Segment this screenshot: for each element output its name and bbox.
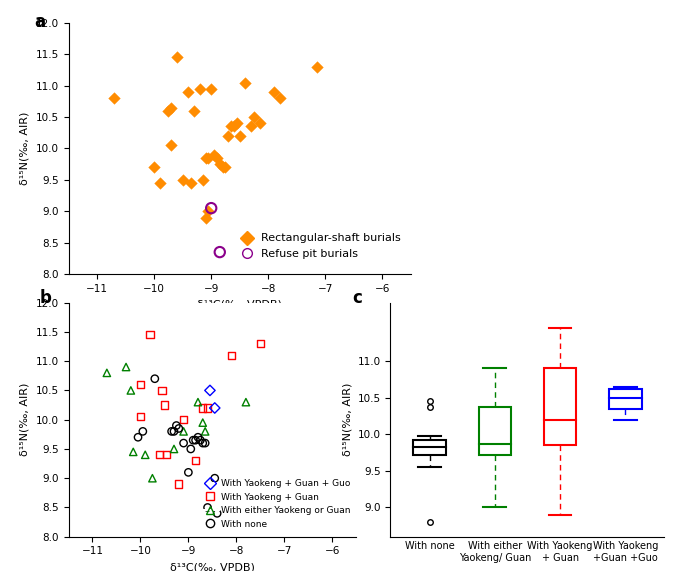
Point: [197, 175, 208, 184]
Text: b: b: [40, 288, 51, 307]
Point: [195, 436, 206, 445]
Point: [138, 427, 149, 436]
Point: [311, 62, 322, 71]
Point: [166, 427, 177, 436]
Point: [101, 368, 112, 377]
X-axis label: δ¹³C(‰, VPDB): δ¹³C(‰, VPDB): [170, 562, 255, 571]
Point: [188, 106, 199, 115]
Point: [249, 112, 260, 122]
Point: [202, 503, 213, 512]
Bar: [479, 407, 511, 455]
Point: [197, 439, 208, 448]
Point: [210, 473, 221, 482]
Point: [214, 248, 225, 257]
Point: [145, 330, 155, 339]
Point: [214, 159, 225, 169]
Point: [254, 119, 265, 128]
Point: [149, 163, 160, 172]
X-axis label: δ¹³C(‰, VPDB): δ¹³C(‰, VPDB): [197, 299, 282, 309]
Point: [156, 386, 167, 395]
Point: [169, 427, 179, 436]
Point: [212, 154, 223, 163]
Point: [203, 207, 214, 216]
Point: [185, 444, 197, 453]
Legend: Rectangular-shaft burials, Refuse pit burials: Rectangular-shaft burials, Refuse pit bu…: [232, 229, 406, 263]
Point: [212, 509, 223, 518]
Point: [240, 397, 251, 407]
Point: [186, 179, 197, 188]
Point: [178, 427, 189, 436]
Point: [229, 122, 240, 131]
Point: [246, 122, 257, 131]
Point: [199, 427, 210, 436]
Point: [274, 94, 285, 103]
Point: [226, 351, 237, 360]
Text: c: c: [352, 288, 362, 307]
Point: [234, 131, 245, 140]
Point: [188, 436, 199, 445]
Point: [190, 456, 201, 465]
Point: [195, 84, 206, 93]
Point: [135, 412, 146, 421]
Point: [183, 87, 194, 96]
Point: [171, 53, 182, 62]
Point: [199, 439, 210, 448]
Y-axis label: δ¹⁵N(‰, AIR): δ¹⁵N(‰, AIR): [342, 383, 352, 456]
Point: [125, 386, 136, 395]
Point: [154, 451, 165, 460]
Point: [135, 380, 146, 389]
Point: [220, 163, 231, 172]
Point: [206, 84, 216, 93]
Bar: [544, 368, 576, 445]
Point: [200, 154, 211, 163]
Point: [177, 175, 188, 184]
Point: [147, 473, 158, 482]
Point: [192, 397, 203, 407]
Point: [109, 94, 120, 103]
Point: [255, 339, 266, 348]
Point: [232, 119, 242, 128]
Point: [206, 203, 216, 212]
Point: [223, 131, 234, 140]
Point: [225, 122, 236, 131]
Point: [127, 447, 138, 456]
Point: [203, 154, 214, 163]
Point: [171, 421, 182, 430]
Point: [192, 433, 203, 442]
Point: [204, 386, 215, 395]
Point: [183, 468, 194, 477]
Point: [132, 433, 143, 442]
Point: [269, 87, 279, 96]
Point: [202, 403, 213, 412]
Point: [210, 403, 221, 412]
Point: [163, 106, 174, 115]
Point: [169, 444, 179, 453]
Point: [159, 400, 170, 409]
Bar: [609, 389, 642, 409]
Point: [197, 418, 208, 427]
Point: [208, 150, 219, 159]
Point: [166, 140, 177, 150]
Bar: [413, 440, 446, 455]
Point: [140, 451, 151, 460]
Point: [240, 78, 251, 87]
Point: [162, 451, 173, 460]
Y-axis label: δ¹⁵N(‰, AIR): δ¹⁵N(‰, AIR): [20, 383, 30, 456]
Point: [178, 439, 189, 448]
Point: [173, 480, 184, 489]
Y-axis label: δ¹⁵N(‰, AIR): δ¹⁵N(‰, AIR): [20, 112, 30, 185]
Point: [178, 415, 189, 424]
Point: [197, 403, 208, 412]
Point: [200, 213, 211, 222]
Point: [166, 103, 177, 112]
Text: a: a: [34, 13, 45, 31]
Point: [154, 179, 165, 188]
Point: [173, 424, 184, 433]
Point: [121, 363, 132, 372]
Point: [149, 374, 160, 383]
Legend: With Yaokeng + Guan + Guo, With Yaokeng + Guan, With either Yaokeng or Guan, Wit: With Yaokeng + Guan + Guo, With Yaokeng …: [197, 476, 355, 532]
Point: [217, 163, 228, 172]
Point: [190, 436, 201, 445]
